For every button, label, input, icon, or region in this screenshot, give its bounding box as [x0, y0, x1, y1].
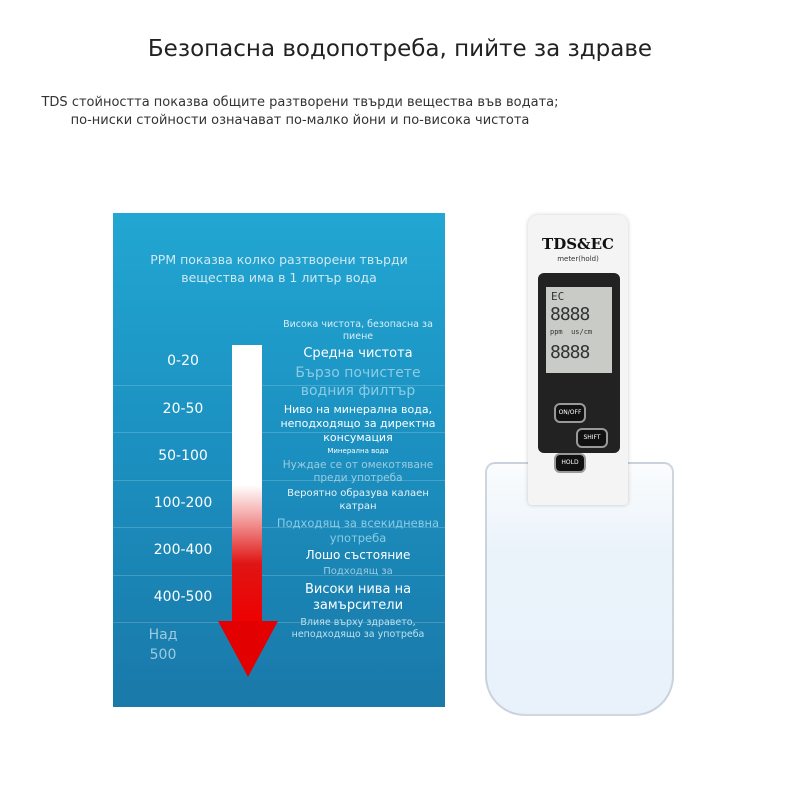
description: Влияе върху здравето, неподходящо за упо… — [291, 617, 425, 640]
range-label: Над 500 — [148, 627, 178, 663]
divider — [113, 432, 445, 433]
meter-brand: TDS&EC — [542, 235, 614, 253]
divider — [113, 480, 445, 481]
divider — [113, 575, 445, 576]
range-label: 0-20 — [167, 353, 199, 369]
divider — [113, 622, 445, 623]
subtitle-line: TDS стойността показва общите разтворени… — [41, 95, 559, 110]
description: Подходящ за — [323, 566, 393, 577]
range-label: 200-400 — [153, 542, 213, 558]
subtitle-line: по-ниски стойности означават по-малко йо… — [70, 113, 530, 128]
description: Средна чистота — [303, 345, 413, 361]
description: Нуждае се от омекотяване преди употреба — [282, 459, 434, 485]
description: Високи нива на замърсители — [304, 581, 412, 613]
shift-button[interactable]: SHIFT — [576, 428, 608, 448]
range-label: 20-50 — [162, 401, 204, 417]
mode-indicator: EC — [551, 290, 565, 303]
tds-scale-panel: PPM показва колко разтворени твърди веще… — [113, 213, 445, 707]
divider — [113, 527, 445, 528]
description: Минерална вода — [327, 447, 389, 456]
description: Бързо почистете водния филтър — [295, 365, 421, 399]
purity-gradient-bar — [232, 345, 262, 625]
tds-meter: TDS&EC meter(hold) EC 8888 ppm us/cm 888… — [528, 215, 628, 505]
lcd-digits: 8888 — [550, 342, 590, 363]
meter-body: EC 8888 ppm us/cm 8888 ON/OFF SHIFT HOLD — [538, 273, 620, 473]
description-list: Висока чистота, безопасна за пиене Средн… — [273, 319, 443, 641]
lcd-digits: 8888 — [550, 304, 590, 325]
page-title: Безопасна водопотреба, пийте за здраве — [147, 36, 653, 62]
range-label: 400-500 — [153, 589, 213, 605]
description: Лошо състояние — [305, 548, 411, 562]
lcd-display: EC 8888 ppm us/cm 8888 — [546, 287, 612, 373]
range-label: 100-200 — [153, 495, 213, 511]
on-off-button[interactable]: ON/OFF — [554, 403, 586, 423]
subtitle: TDS стойността показва общите разтворени… — [20, 94, 580, 130]
hold-button[interactable]: HOLD — [554, 453, 586, 473]
arrow-down-icon — [218, 621, 278, 677]
description: Ниво на минерална вода, неподходящо за д… — [280, 403, 436, 444]
description: Подходящ за всекидневна употреба — [276, 516, 440, 545]
description: Висока чистота, безопасна за пиене — [283, 319, 433, 342]
divider — [113, 385, 445, 386]
panel-intro: PPM показва колко разтворени твърди веще… — [150, 252, 408, 285]
range-label: 50-100 — [158, 448, 208, 464]
description: Вероятно образува калаен катран — [287, 488, 429, 512]
meter-model: meter(hold) — [557, 255, 599, 263]
lcd-units: ppm us/cm — [550, 328, 593, 336]
